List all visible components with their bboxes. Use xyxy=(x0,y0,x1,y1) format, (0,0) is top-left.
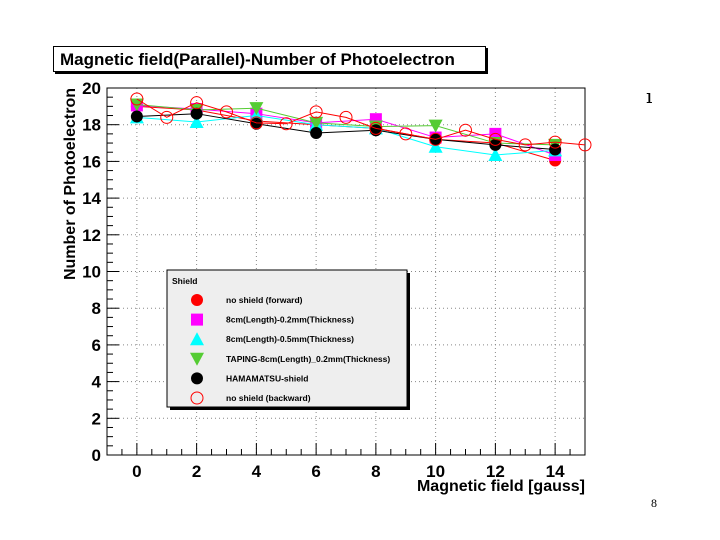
data-point xyxy=(548,135,562,149)
series-line xyxy=(136,113,556,150)
series-line xyxy=(136,104,556,146)
data-point xyxy=(190,107,203,120)
data-point xyxy=(488,147,503,161)
data-point xyxy=(220,105,233,119)
data-point xyxy=(369,121,383,135)
page-number: 8 xyxy=(651,496,657,510)
data-point xyxy=(249,102,264,116)
x-tick-label: 6 xyxy=(311,462,320,481)
x-tick-label: 12 xyxy=(486,462,505,481)
y-tick-label: 18 xyxy=(82,116,101,135)
legend-title: Shield xyxy=(172,276,198,286)
legend-entry-label: no shield (forward) xyxy=(226,295,303,305)
legend-entry-label: 8cm(Length)-0.5mm(Thickness) xyxy=(226,334,354,344)
x-tick-label: 2 xyxy=(192,462,201,481)
y-tick-label: 8 xyxy=(92,299,101,318)
data-point xyxy=(309,116,324,130)
legend-marker xyxy=(190,332,204,346)
data-point xyxy=(190,96,204,110)
series-5 xyxy=(130,92,592,152)
data-point xyxy=(459,123,472,137)
legend-marker xyxy=(191,313,203,326)
data-point xyxy=(339,110,353,124)
legend-marker xyxy=(191,294,203,306)
legend-entry-label: 8cm(Length)-0.2mm(Thickness) xyxy=(226,315,354,325)
data-point xyxy=(578,138,592,152)
data-point xyxy=(130,92,144,106)
data-point xyxy=(518,138,532,152)
data-point xyxy=(399,127,413,141)
data-point xyxy=(309,105,323,119)
y-tick-label: 20 xyxy=(82,79,101,98)
x-tick-label: 0 xyxy=(132,462,141,481)
legend-marker xyxy=(190,352,204,366)
data-point xyxy=(160,110,174,124)
data-point xyxy=(549,143,562,156)
y-tick-label: 4 xyxy=(92,373,102,392)
legend: Shield no shield (forward) 8cm(Length)-0.2… xyxy=(166,269,410,410)
legend-marker xyxy=(190,391,204,405)
x-axis-label: Magnetic field [gauss] xyxy=(417,478,585,495)
y-tick-label: 12 xyxy=(82,226,101,245)
x-tick-label: 14 xyxy=(546,462,565,481)
legend-entry-label: TAPING-8cm(Length)_0.2mm(Thickness) xyxy=(226,354,390,364)
y-tick-label: 10 xyxy=(82,263,101,282)
y-tick-label: 0 xyxy=(92,446,101,465)
data-point xyxy=(428,139,443,153)
data-point xyxy=(249,116,263,130)
data-point xyxy=(279,117,293,131)
y-tick-label: 16 xyxy=(82,152,101,171)
y-tick-label: 14 xyxy=(82,189,101,208)
x-tick-label: 10 xyxy=(426,462,445,481)
data-point xyxy=(488,132,502,146)
data-point xyxy=(130,110,143,123)
data-point xyxy=(250,117,263,130)
chart-title: Magnetic field(Parallel)-Number of Photo… xyxy=(53,46,486,72)
corner-mark: ı xyxy=(646,84,653,108)
y-axis-label: Number of Photoelectron xyxy=(62,88,79,280)
y-tick-label: 2 xyxy=(92,409,101,428)
legend-entry-label: no shield (backward) xyxy=(226,393,311,403)
x-tick-label: 8 xyxy=(371,462,380,481)
legend-box xyxy=(166,269,408,408)
data-point xyxy=(189,114,204,128)
data-point xyxy=(428,119,443,133)
x-tick-label: 4 xyxy=(252,462,262,481)
data-point xyxy=(429,132,443,146)
legend-entry-label: HAMAMATSU-shield xyxy=(226,373,308,383)
series-line xyxy=(136,98,586,146)
series-line xyxy=(136,115,556,156)
y-tick-label: 6 xyxy=(92,336,101,355)
legend-marker xyxy=(191,372,203,385)
data-point xyxy=(310,126,323,139)
